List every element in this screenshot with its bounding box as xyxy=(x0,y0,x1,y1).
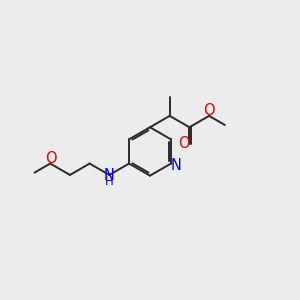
Text: H: H xyxy=(105,175,114,188)
Text: N: N xyxy=(104,168,115,183)
Text: O: O xyxy=(203,103,215,118)
Text: O: O xyxy=(178,136,189,151)
Text: O: O xyxy=(45,151,57,166)
Text: N: N xyxy=(171,158,182,173)
